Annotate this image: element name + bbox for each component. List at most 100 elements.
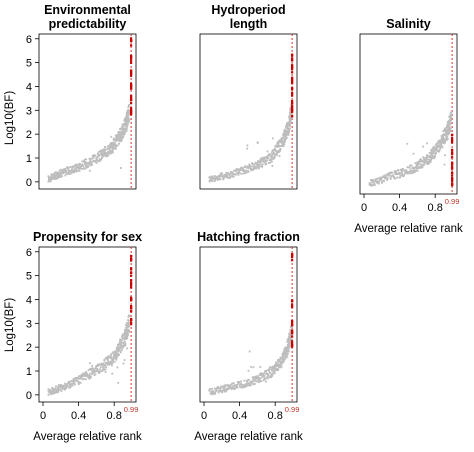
scatter-point — [413, 170, 416, 173]
scatter-point — [97, 155, 100, 158]
scatter-point-outlier — [130, 102, 133, 105]
scatter-point — [70, 379, 73, 382]
scatter-point — [266, 150, 269, 153]
scatter-point — [386, 177, 389, 180]
scatter-point — [271, 374, 274, 377]
scatter-point — [52, 391, 54, 394]
scatter-point — [123, 332, 126, 334]
scatter-point — [114, 354, 117, 357]
scatter-point — [104, 146, 106, 149]
scatter-point — [289, 342, 292, 345]
scatter-point — [108, 355, 111, 358]
scatter-point — [257, 159, 260, 162]
scatter-point — [279, 149, 282, 152]
scatter-point — [235, 172, 238, 175]
scatter-point — [97, 370, 100, 373]
scatter-point-outlier — [130, 110, 133, 113]
scatter-point — [246, 381, 249, 384]
scatter-point — [213, 174, 216, 177]
scatter-point — [396, 172, 399, 175]
scatter-point — [112, 151, 114, 154]
scatter-point — [80, 167, 83, 170]
scatter-point — [116, 134, 119, 137]
scatter-point — [271, 137, 274, 140]
scatter-point — [261, 374, 264, 377]
scatter-point — [76, 165, 79, 168]
scatter-point — [91, 372, 93, 375]
scatter-point — [59, 387, 62, 390]
x-tick-label: 0.4 — [392, 202, 407, 214]
scatter-point — [447, 133, 450, 136]
scatter-point — [446, 128, 449, 131]
scatter-point — [88, 374, 91, 377]
scatter-point — [110, 360, 112, 363]
scatter-point-outlier — [130, 305, 133, 308]
scatter-point — [229, 384, 231, 387]
scatter-point — [225, 384, 228, 387]
scatter-point — [87, 369, 90, 371]
scatter-point — [235, 385, 238, 388]
scatter-point — [288, 117, 291, 120]
scatter-point — [220, 173, 223, 176]
scatter-point — [69, 172, 72, 175]
scatter-point — [81, 160, 84, 163]
scatter-point — [107, 144, 110, 147]
scatter-point — [122, 345, 125, 347]
scatter-point — [118, 343, 120, 346]
scatter-point — [277, 368, 280, 371]
scatter-point — [434, 155, 436, 158]
scatter-point-outlier — [130, 96, 133, 99]
scatter-point — [220, 385, 223, 388]
scatter-point — [50, 175, 53, 178]
scatter-point — [290, 103, 293, 106]
scatter-point — [240, 173, 243, 175]
scatter-point — [67, 171, 70, 173]
scatter-point — [104, 368, 107, 371]
scatter-point — [252, 383, 254, 386]
scatter-point — [69, 380, 72, 383]
scatter-point — [52, 173, 55, 176]
scatter-point — [403, 169, 406, 172]
scatter-point — [415, 162, 418, 165]
scatter-point — [69, 170, 72, 173]
scatter-point — [57, 391, 59, 394]
scatter-point — [378, 181, 380, 183]
scatter-point — [47, 393, 50, 396]
scatter-point — [412, 171, 415, 174]
scatter-point — [127, 119, 130, 122]
scatter-point — [126, 112, 129, 115]
scatter-point — [124, 342, 127, 345]
scatter-point — [282, 145, 285, 147]
scatter-point — [242, 386, 245, 389]
scatter-point — [414, 162, 417, 164]
scatter-point — [127, 324, 130, 326]
scatter-point — [254, 380, 257, 382]
scatter-point-outlier — [291, 82, 294, 85]
scatter-point — [253, 164, 256, 167]
scatter-point — [371, 180, 374, 182]
scatter-point — [128, 325, 131, 328]
scatter-point — [121, 136, 124, 139]
scatter-point — [71, 384, 74, 387]
scatter-point-outlier — [130, 111, 133, 115]
scatter-point — [63, 386, 66, 389]
scatter-point — [251, 162, 254, 164]
scatter-point — [266, 372, 269, 375]
scatter-point-outlier — [291, 259, 294, 262]
scatter-point — [246, 144, 249, 147]
scatter-point — [409, 170, 412, 173]
scatter-point — [370, 183, 373, 186]
scatter-point — [110, 353, 113, 356]
scatter-point — [101, 153, 104, 156]
scatter-point — [257, 167, 260, 170]
scatter-point — [227, 173, 230, 175]
scatter-point — [286, 131, 288, 133]
scatter-point-outlier — [451, 171, 454, 174]
scatter-point — [276, 154, 278, 157]
scatter-point — [289, 109, 292, 112]
scatter-point — [80, 165, 83, 167]
scatter-point — [248, 350, 251, 353]
scatter-point — [89, 376, 92, 379]
scatter-point-outlier — [291, 322, 294, 325]
scatter-point — [62, 172, 65, 174]
